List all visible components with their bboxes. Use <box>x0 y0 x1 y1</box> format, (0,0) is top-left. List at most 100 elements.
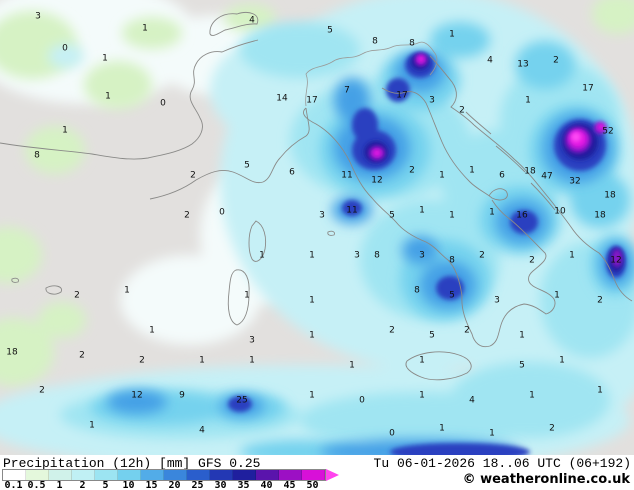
france-coastline <box>0 39 259 160</box>
precip-value: 1 <box>142 24 148 34</box>
precip-value: 1 <box>149 326 155 336</box>
precip-value: 18 <box>594 211 606 221</box>
precip-value: 1 <box>309 391 315 401</box>
precip-value: 5 <box>244 161 250 171</box>
precip-value: 1 <box>419 356 425 366</box>
elba-island <box>327 230 335 236</box>
precip-value: 1 <box>489 429 495 439</box>
precip-value: 8 <box>372 37 378 47</box>
precip-value: 3 <box>429 96 435 106</box>
precip-value: 8 <box>414 286 420 296</box>
scale-label: 0.1 <box>4 480 23 490</box>
precip-value: 1 <box>469 166 475 176</box>
balearic-islands <box>11 277 62 295</box>
colorbar-segment <box>141 470 164 480</box>
precip-value: 12 <box>371 176 382 186</box>
precip-value: 1 <box>529 391 535 401</box>
precip-value: 2 <box>479 251 485 261</box>
precip-value: 18 <box>604 191 616 201</box>
scale-labels: 0.1 0.5 1 2 5 10 15 20 25 30 35 40 45 50 <box>2 480 324 490</box>
scale-label: 35 <box>237 480 250 490</box>
scale-label: 45 <box>283 480 296 490</box>
precip-value: 1 <box>309 251 315 261</box>
precip-value: 0 <box>62 44 68 54</box>
colorbar <box>2 469 339 481</box>
precip-value: 4 <box>249 16 255 26</box>
precip-value: 10 <box>554 207 566 217</box>
precip-value: 1 <box>244 291 250 301</box>
colorbar-segments <box>2 469 326 481</box>
precip-value: 11 <box>341 171 352 181</box>
precip-field <box>0 0 634 455</box>
corsica-coastline <box>248 220 267 262</box>
alps-borders <box>305 41 438 107</box>
precip-value: 11 <box>346 206 357 216</box>
precip-value: 4 <box>199 426 205 436</box>
precip-value: 1 <box>439 424 445 434</box>
precip-value: 18 <box>524 167 536 177</box>
precip-value: 1 <box>439 171 445 181</box>
colorbar-segment <box>256 470 279 480</box>
precip-value: 1 <box>105 92 111 102</box>
precip-value: 3 <box>354 251 360 261</box>
italy-coastline <box>303 87 556 348</box>
colorbar-segment <box>302 470 325 480</box>
precip-value: 32 <box>569 177 580 187</box>
precip-value: 8 <box>374 251 380 261</box>
precip-value: 2 <box>74 291 80 301</box>
precip-value: 3 <box>319 211 325 221</box>
precip-value: 47 <box>541 172 552 182</box>
precip-value: 16 <box>516 211 528 221</box>
scale-label: 20 <box>168 480 181 490</box>
coastlines <box>0 12 633 381</box>
precip-value: 1 <box>569 251 575 261</box>
precip-value: 1 <box>419 391 425 401</box>
precip-value: 1 <box>89 421 95 431</box>
precip-value: 5 <box>327 26 333 36</box>
precip-value: 1 <box>449 30 455 40</box>
precip-value: 2 <box>549 424 555 434</box>
precip-value: 1 <box>559 356 565 366</box>
precip-value: 13 <box>517 60 528 70</box>
legend-title: Precipitation (12h) [mm] GFS 0.25 <box>3 456 261 471</box>
sardinia-coastline <box>227 269 250 326</box>
precip-value: 0 <box>359 396 365 406</box>
gulf-of-lion-coastline <box>149 107 310 200</box>
precip-value: 3 <box>35 12 41 22</box>
precip-value: 2 <box>184 211 190 221</box>
weather-map: 3 0 1 1 4 5 8 8 1 4 13 2 1 0 14 17 7 17 3 2 1 17 1 8 2 5 6 11 12 2 1 1 6… <box>0 0 634 455</box>
precip-value: 1 <box>309 331 315 341</box>
precip-value: 2 <box>553 56 559 66</box>
precip-value: 6 <box>289 168 295 178</box>
precip-value: 7 <box>344 86 350 96</box>
legend-datetime: Tu 06-01-2026 18..06 UTC (06+192) <box>373 456 631 471</box>
precip-value: 1 <box>449 211 455 221</box>
colorbar-segment <box>95 470 118 480</box>
precip-value: 1 <box>124 286 130 296</box>
precip-value: 6 <box>499 171 505 181</box>
precip-value: 17 <box>396 91 407 101</box>
colorbar-segment <box>49 470 72 480</box>
copyright: © weatheronline.co.uk <box>462 472 630 487</box>
precip-value: 5 <box>389 211 395 221</box>
precip-value: 0 <box>160 99 166 109</box>
precip-value: 2 <box>79 351 85 361</box>
colorbar-segment <box>279 470 302 480</box>
precip-value: 0 <box>219 208 225 218</box>
croatia-islands <box>465 111 556 211</box>
precip-value: 1 <box>259 251 265 261</box>
precip-value: 1 <box>525 96 531 106</box>
precip-value: 52 <box>602 127 613 137</box>
precip-value: 3 <box>419 251 425 261</box>
croatia-coastline <box>473 124 633 302</box>
precip-value: 3 <box>494 296 500 306</box>
scale-label: 50 <box>306 480 319 490</box>
precip-value: 1 <box>102 54 108 64</box>
precip-value: 1 <box>597 386 603 396</box>
scale-label: 10 <box>122 480 135 490</box>
precip-value: 2 <box>529 256 535 266</box>
scale-label: 40 <box>260 480 273 490</box>
england-coastline <box>209 12 259 36</box>
precip-value: 1 <box>249 356 255 366</box>
